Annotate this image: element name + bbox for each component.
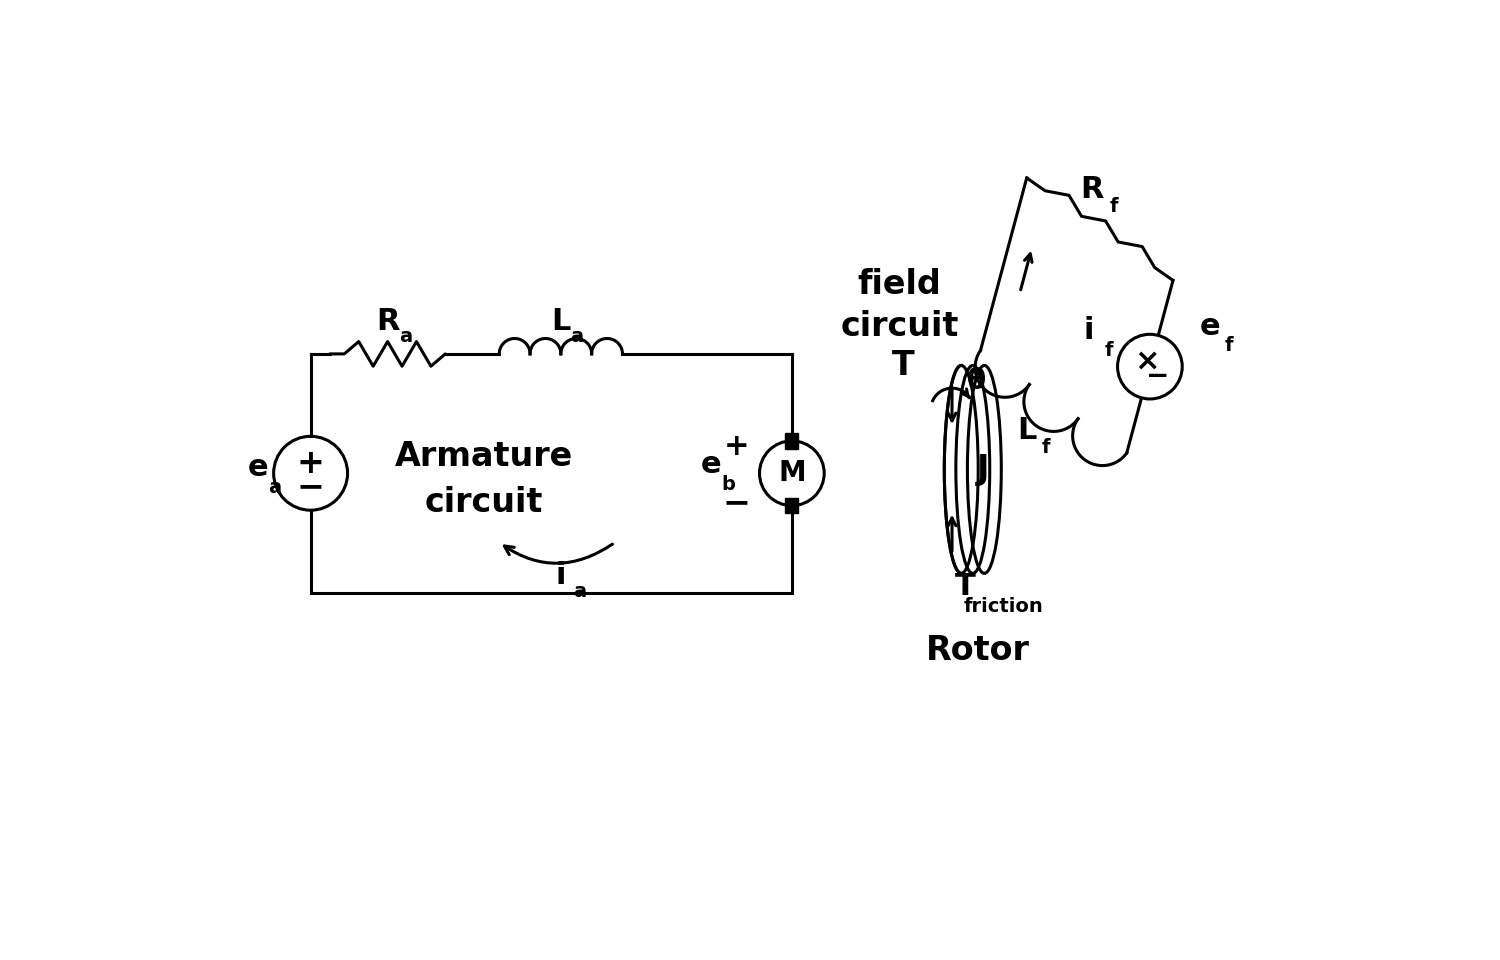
FancyArrowPatch shape (504, 544, 612, 564)
Text: ×: × (1134, 347, 1160, 375)
Text: circuit: circuit (840, 310, 958, 344)
Text: −: − (297, 469, 324, 503)
Text: Rotor: Rotor (927, 634, 1030, 667)
Text: circuit: circuit (424, 486, 543, 519)
Text: friction: friction (963, 597, 1044, 616)
Text: R: R (1080, 175, 1104, 204)
Bar (786, 433, 798, 448)
Circle shape (759, 441, 824, 506)
Text: R: R (376, 307, 399, 336)
Text: +: + (723, 432, 748, 461)
Text: f: f (1110, 197, 1118, 216)
Text: b: b (722, 474, 735, 493)
Text: θ: θ (968, 367, 986, 395)
Text: f: f (1224, 336, 1233, 354)
Text: field: field (858, 268, 942, 301)
Text: a: a (399, 327, 412, 347)
Text: Armature: Armature (394, 440, 573, 473)
Text: i: i (555, 562, 566, 590)
Text: L: L (1017, 417, 1036, 445)
Text: i: i (1083, 316, 1094, 346)
Text: e: e (700, 449, 721, 478)
Text: −: − (723, 486, 750, 519)
Circle shape (1118, 334, 1182, 399)
Bar (786, 498, 798, 514)
Text: a: a (570, 327, 584, 347)
Text: T: T (954, 572, 975, 601)
Text: f: f (1041, 439, 1050, 457)
Text: −: − (1146, 362, 1168, 390)
Text: e: e (1200, 312, 1221, 341)
Text: +: + (297, 446, 324, 480)
Text: a: a (573, 583, 586, 601)
Text: J: J (976, 453, 988, 486)
Text: e: e (248, 452, 268, 482)
Text: T: T (892, 348, 915, 382)
Text: M: M (778, 459, 806, 488)
Text: f: f (1106, 341, 1113, 360)
Text: a: a (268, 478, 280, 496)
Text: L: L (550, 307, 570, 336)
